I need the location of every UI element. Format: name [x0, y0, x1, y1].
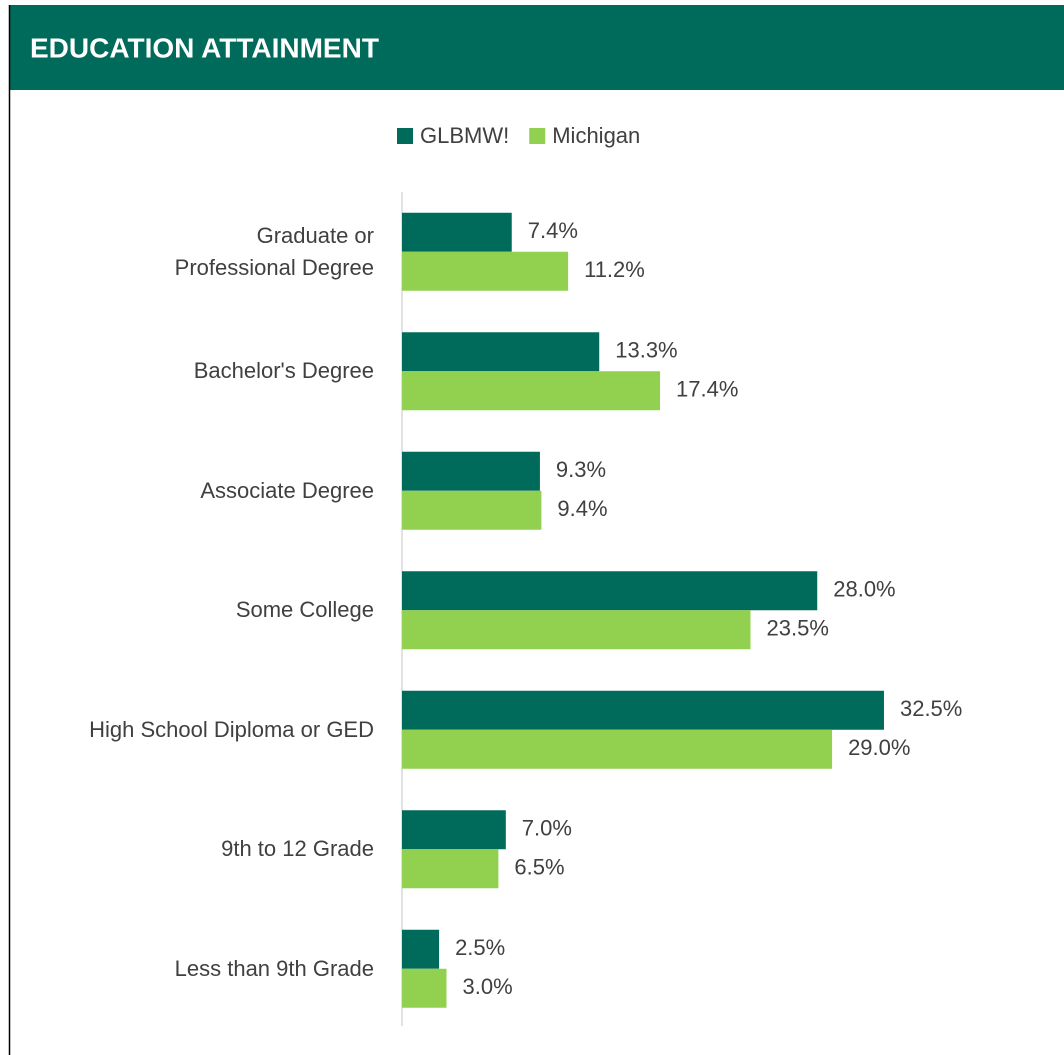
bar — [402, 571, 818, 611]
legend-swatch — [397, 128, 413, 144]
value-label: 11.2% — [584, 257, 645, 282]
bar — [402, 371, 661, 411]
legend-label: Michigan — [552, 123, 640, 148]
bar — [402, 610, 751, 650]
category-label: Less than 9th Grade — [174, 955, 374, 981]
value-label: 7.0% — [522, 816, 572, 841]
bar — [402, 451, 540, 491]
value-label: 7.4% — [528, 218, 578, 243]
header-band — [10, 5, 1064, 90]
bar — [402, 729, 833, 769]
value-label: 2.5% — [455, 935, 505, 960]
value-label: 13.3% — [615, 338, 677, 363]
value-label: 6.5% — [514, 855, 564, 880]
bar — [402, 810, 506, 850]
bar — [402, 490, 542, 530]
legend-label: GLBMW! — [420, 123, 509, 148]
value-label: 17.4% — [676, 377, 738, 402]
value-label: 9.4% — [557, 496, 607, 521]
value-label: 32.5% — [900, 696, 962, 721]
bar — [402, 690, 884, 730]
bar — [402, 929, 440, 969]
bar — [402, 968, 447, 1008]
value-label: 23.5% — [767, 616, 829, 641]
value-label: 29.0% — [848, 735, 910, 760]
value-label: 3.0% — [462, 974, 512, 999]
category-label: Associate Degree — [200, 477, 374, 503]
category-label: Some College — [235, 597, 374, 623]
category-label: High School Diploma or GED — [89, 716, 374, 742]
bar — [402, 212, 512, 252]
legend-swatch — [529, 128, 546, 144]
bar — [402, 332, 600, 372]
chart-title: EDUCATION ATTAINMENT — [30, 32, 379, 63]
value-label: 9.3% — [556, 457, 606, 482]
value-label: 28.0% — [833, 577, 895, 602]
bar — [402, 849, 499, 889]
category-label: 9th to 12 Grade — [221, 836, 374, 862]
category-label: Graduate or Professional Degree — [174, 222, 374, 280]
category-label: Bachelor's Degree — [193, 358, 374, 384]
bar — [402, 251, 569, 291]
